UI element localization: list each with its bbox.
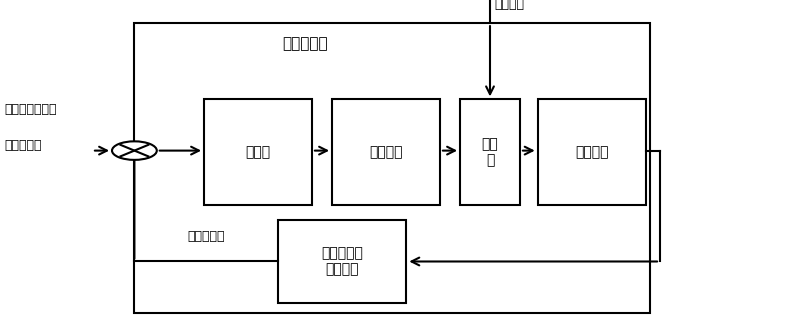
Circle shape	[112, 141, 157, 160]
Bar	[460, 99, 520, 205]
Text: 电磁干扰: 电磁干扰	[494, 0, 524, 11]
Text: 温度设定值: 温度设定值	[4, 139, 42, 152]
Text: 控制器: 控制器	[246, 145, 270, 159]
Text: 驱动电路: 驱动电路	[370, 145, 402, 159]
Text: 温度控制器: 温度控制器	[282, 36, 327, 51]
Text: 红外探头: 红外探头	[575, 145, 608, 159]
Bar	[204, 99, 312, 205]
Bar	[538, 99, 646, 205]
Text: 远程控制计算机: 远程控制计算机	[4, 103, 57, 116]
Bar	[332, 99, 440, 205]
Text: 加热
片: 加热 片	[482, 137, 498, 167]
Text: 温度修正值: 温度修正值	[188, 230, 225, 243]
Text: 温度处理及
校正模块: 温度处理及 校正模块	[322, 246, 363, 277]
Bar	[278, 220, 406, 303]
Bar	[134, 23, 650, 313]
